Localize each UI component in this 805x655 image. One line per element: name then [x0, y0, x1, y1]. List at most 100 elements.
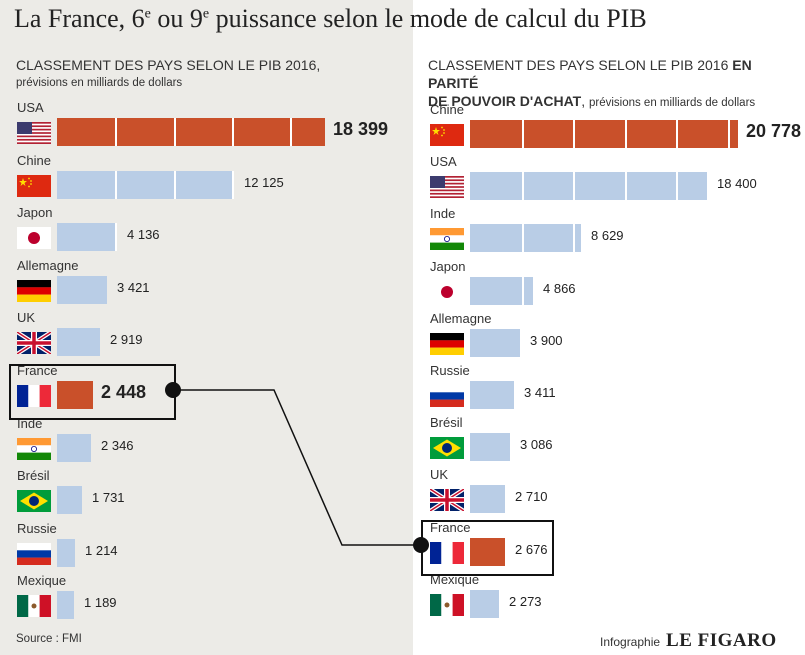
france-flag-icon — [17, 385, 51, 407]
brazil-flag-icon — [430, 437, 464, 460]
right-subtitle-unit: prévisions en milliards de dollars — [588, 97, 756, 109]
russia-flag-icon — [430, 385, 464, 407]
country-label: France — [17, 363, 58, 378]
country-label: Brésil — [430, 415, 463, 431]
bar — [470, 589, 499, 618]
left-subtitle-main: CLASSEMENT DES PAYS SELON LE PIB 2016, — [16, 57, 321, 73]
india-flag-icon — [430, 228, 464, 251]
bar — [470, 276, 533, 305]
source-note: Source : FMI — [16, 633, 82, 645]
bar-segment-divider — [676, 120, 678, 148]
country-label: Russie — [430, 363, 470, 378]
bar-segment-divider — [174, 118, 176, 146]
chart-row-russie: Russie 1 214 — [17, 521, 395, 569]
chart-row-inde: Inde 8 629 — [430, 206, 805, 254]
chart-row-uk: UK 2 710 — [430, 467, 805, 515]
bar-segment-divider — [625, 120, 627, 148]
value-label: 2 448 — [101, 382, 147, 402]
country-label: Allemagne — [430, 310, 492, 326]
bar — [470, 433, 510, 462]
right-subtitle-main: CLASSEMENT DES PAYS SELON LE PIB 2016 — [428, 57, 729, 73]
value-label: 3 411 — [524, 385, 556, 400]
bar — [57, 275, 107, 304]
value-label: 2 919 — [110, 332, 143, 348]
country-label: France — [430, 519, 471, 535]
country-label: UK — [17, 310, 36, 326]
value-label: 1 731 — [92, 490, 125, 506]
chart-row-france: France 2 676 — [430, 520, 805, 568]
chart-row-chine: Chine 20 778 — [430, 102, 805, 150]
right-france-highlight-box — [421, 520, 554, 576]
value-label: 3 900 — [530, 332, 563, 348]
chart-row-uk: UK 2 919 — [17, 310, 395, 358]
france-flag-icon — [430, 541, 464, 564]
bar — [470, 224, 581, 253]
value-label: 12 125 — [244, 174, 284, 190]
right-connector-dot — [413, 537, 429, 553]
country-label: Mexique — [17, 573, 67, 589]
bar-segment-divider — [174, 170, 176, 199]
bar-segment-divider — [625, 172, 627, 201]
value-label: 2 710 — [515, 489, 548, 505]
value-label: 2 676 — [515, 541, 548, 557]
chart-row-brésil: Brésil 1 731 — [17, 468, 395, 516]
page-title: La France, 6e ou 9e puissance selon le m… — [14, 4, 647, 33]
bar — [470, 537, 505, 566]
country-label: Japon — [430, 258, 466, 274]
bar — [470, 485, 505, 514]
credit-prefix: Infographie — [600, 635, 661, 649]
bar-segment-divider — [522, 276, 524, 305]
china-flag-icon — [430, 124, 464, 146]
value-label: 4 136 — [127, 227, 160, 243]
left-connector-dot — [165, 382, 181, 398]
germany-flag-icon — [17, 279, 51, 302]
bar-segment-divider — [573, 172, 575, 201]
value-label: 3 086 — [520, 437, 553, 453]
bar-segment-divider — [573, 120, 575, 148]
value-label: 1 189 — [84, 595, 117, 611]
value-label: 1 214 — [85, 542, 118, 558]
bar — [470, 120, 738, 148]
country-label: UK — [430, 467, 449, 483]
credit: Infographie LE FIGARO — [600, 630, 777, 652]
chart-row-japon: Japon 4 866 — [430, 259, 805, 307]
bar — [470, 381, 514, 409]
chart-row-chine: Chine 12 125 — [17, 153, 395, 201]
bar — [57, 433, 91, 462]
bar — [57, 591, 74, 620]
value-label: 20 778 — [746, 121, 802, 141]
germany-flag-icon — [430, 332, 464, 355]
bar-segment-divider — [115, 223, 117, 252]
bar — [57, 328, 100, 357]
usa-flag-icon — [17, 122, 51, 144]
chart-row-usa: USA 18 399 — [17, 100, 395, 148]
chart-row-mexique: Mexique 2 273 — [430, 572, 805, 620]
value-label: 18 400 — [717, 176, 757, 192]
bar — [57, 170, 234, 199]
bar-segment-divider — [728, 120, 730, 148]
country-label: Allemagne — [17, 257, 79, 273]
bar-segment-divider — [676, 172, 678, 201]
mexico-flag-icon — [430, 593, 464, 616]
chart-row-russie: Russie 3 411 — [430, 363, 805, 411]
bar-segment-divider — [232, 170, 234, 199]
left-france-highlight-box — [9, 364, 176, 420]
india-flag-icon — [17, 437, 51, 460]
china-flag-icon — [17, 174, 51, 197]
bar — [470, 172, 707, 201]
bar — [57, 223, 117, 252]
le-figaro-logo: LE FIGARO — [666, 630, 777, 651]
chart-row-mexique: Mexique 1 189 — [17, 573, 395, 621]
bar — [57, 486, 82, 515]
value-label: 4 866 — [543, 280, 576, 296]
chart-row-france: France 2 448 — [17, 363, 395, 411]
value-label: 18 399 — [333, 119, 389, 139]
bar-segment-divider — [573, 224, 575, 253]
bar-segment-divider — [115, 118, 117, 146]
value-label: 3 421 — [117, 279, 150, 295]
value-label: 2 346 — [101, 437, 134, 453]
bar-segment-divider — [522, 120, 524, 148]
chart-row-allemagne: Allemagne 3 421 — [17, 258, 395, 306]
bar-segment-divider — [522, 224, 524, 253]
right-subtitle-bold2: DE POUVOIR D'ACHAT — [428, 93, 582, 109]
